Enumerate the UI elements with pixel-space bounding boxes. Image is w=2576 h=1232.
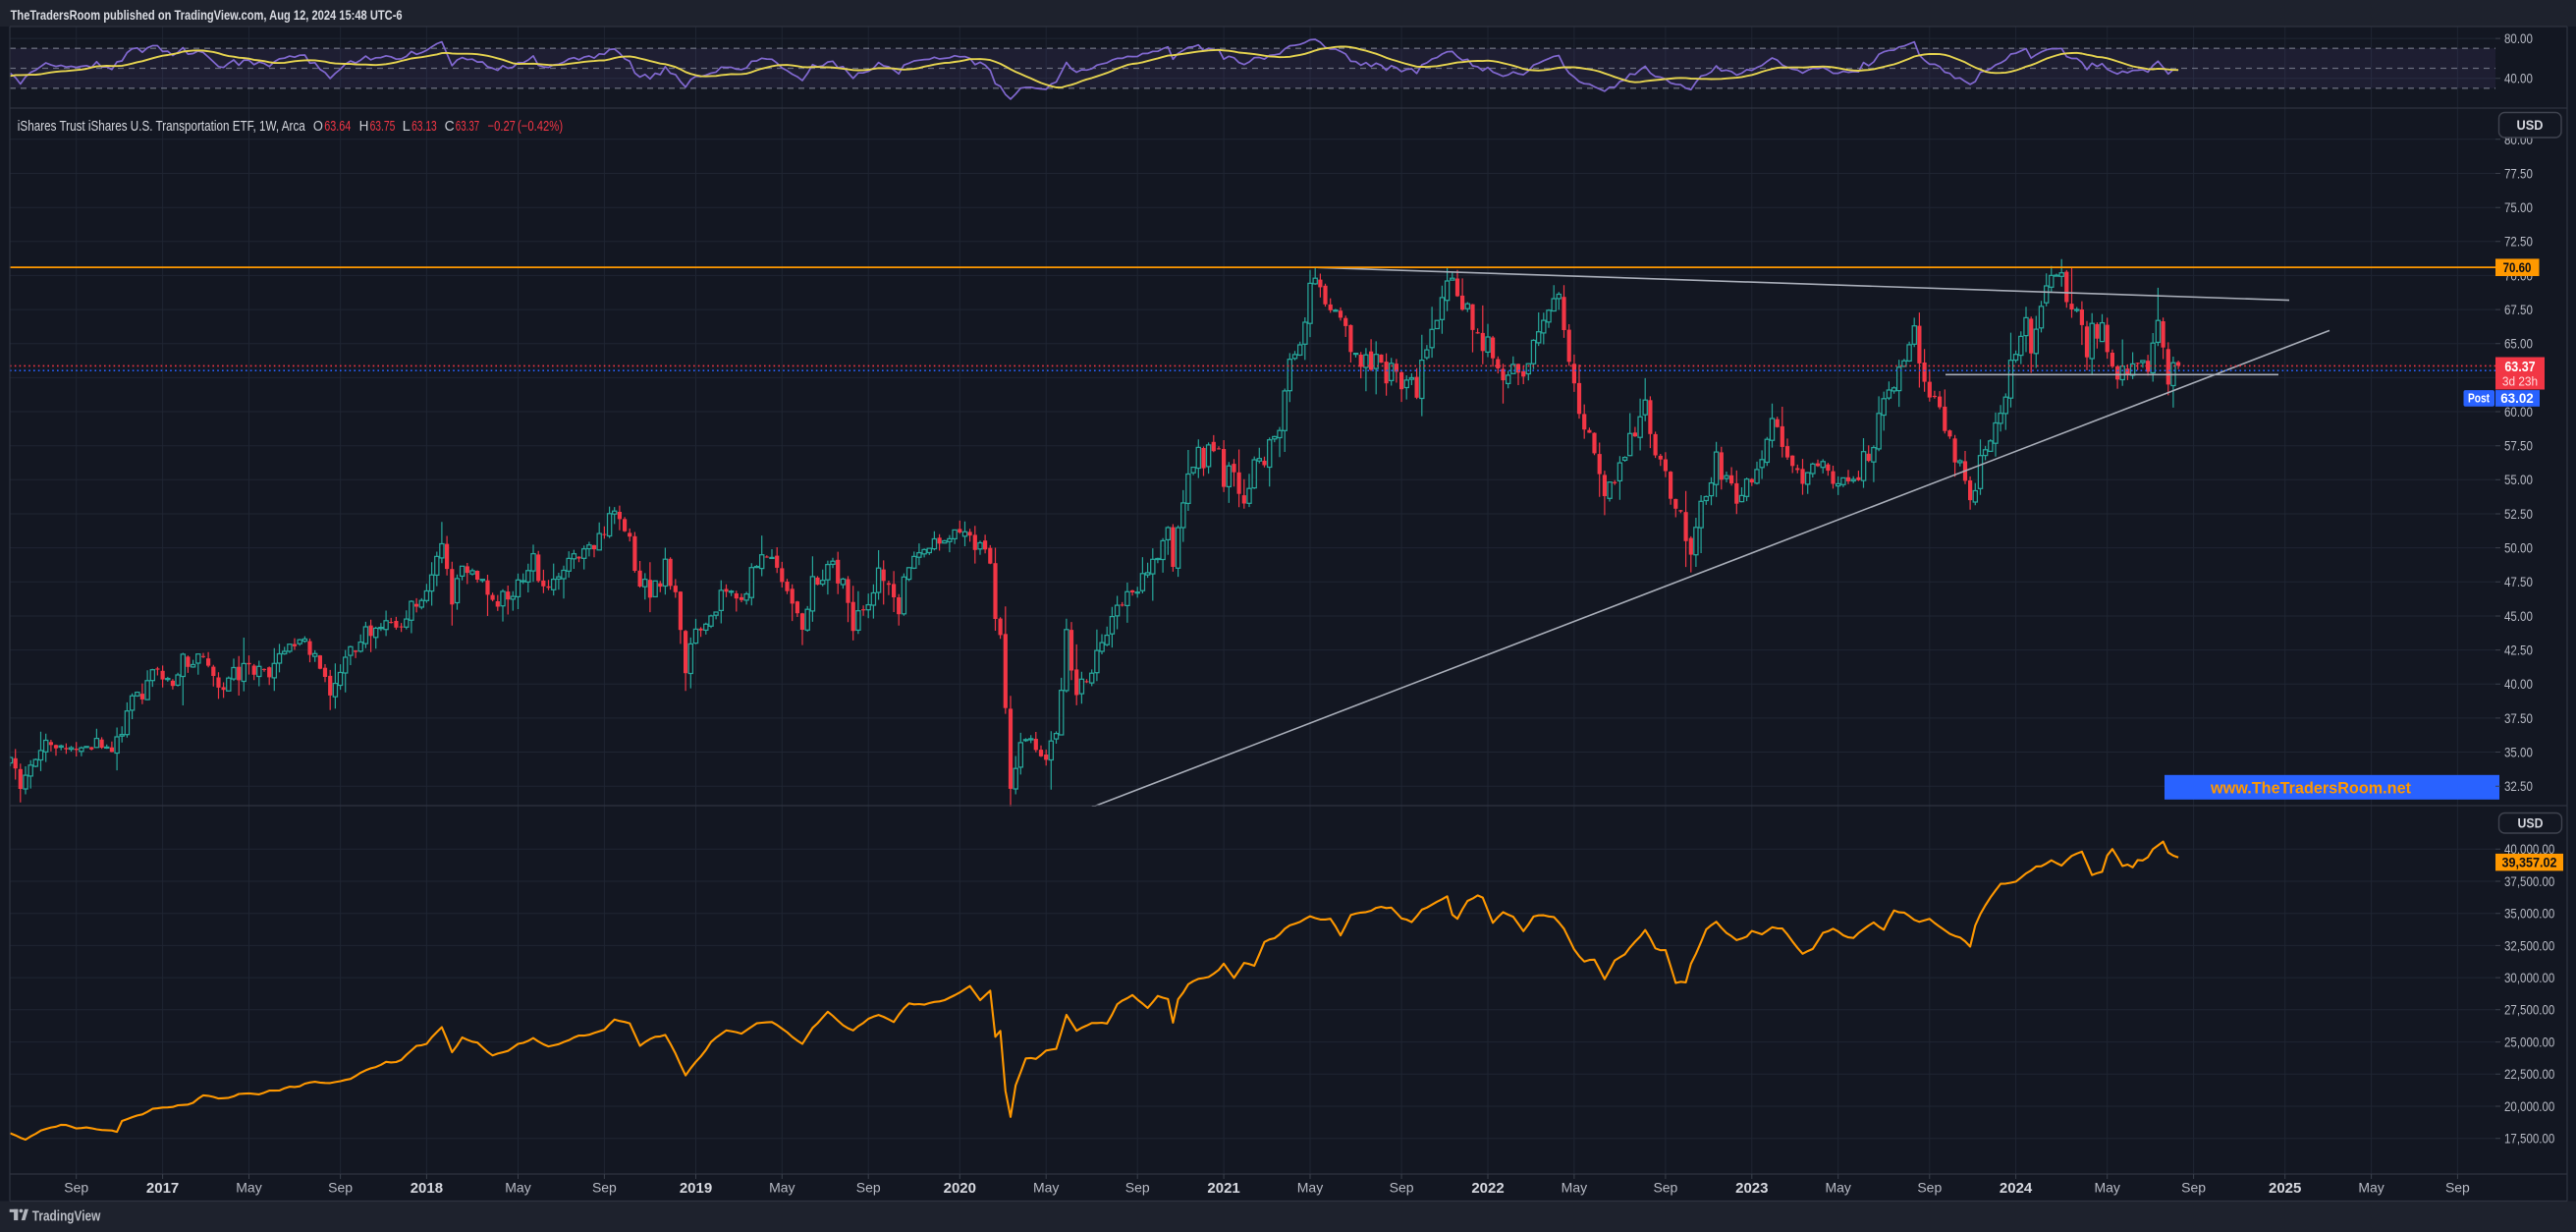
svg-text:Sep: Sep (856, 1180, 881, 1196)
svg-text:2017: 2017 (146, 1180, 179, 1197)
svg-text:63.02: 63.02 (2500, 390, 2534, 406)
svg-text:45.00: 45.00 (2504, 608, 2533, 624)
svg-text:Sep: Sep (328, 1180, 353, 1196)
svg-text:Post: Post (2468, 391, 2491, 406)
svg-text:47.50: 47.50 (2504, 574, 2533, 589)
svg-text:60.00: 60.00 (2504, 404, 2533, 420)
svg-text:2023: 2023 (1735, 1180, 1768, 1197)
svg-text:2024: 2024 (2000, 1180, 2033, 1197)
svg-text:−0.27: −0.27 (488, 119, 516, 135)
svg-text:63.64: 63.64 (324, 119, 351, 135)
svg-text:55.00: 55.00 (2504, 472, 2533, 487)
svg-text:May: May (2094, 1180, 2119, 1196)
svg-text:USD: USD (2517, 117, 2544, 133)
svg-text:20,000.00: 20,000.00 (2504, 1098, 2554, 1114)
svg-text:Sep: Sep (1125, 1180, 1150, 1196)
svg-text:2022: 2022 (1471, 1180, 1504, 1197)
svg-text:67.50: 67.50 (2504, 302, 2533, 317)
svg-text:57.50: 57.50 (2504, 438, 2533, 454)
svg-text:3d 23h: 3d 23h (2502, 375, 2538, 389)
svg-text:72.50: 72.50 (2504, 234, 2533, 250)
svg-text:Sep: Sep (2181, 1180, 2206, 1196)
svg-text:63.75: 63.75 (370, 119, 396, 135)
svg-text:Sep: Sep (1653, 1180, 1677, 1196)
svg-text:39,357.02: 39,357.02 (2502, 855, 2557, 869)
svg-text:2019: 2019 (680, 1180, 712, 1197)
svg-text:42.50: 42.50 (2504, 643, 2533, 658)
svg-text:30,000.00: 30,000.00 (2504, 970, 2554, 985)
svg-text:50.00: 50.00 (2504, 540, 2533, 556)
svg-text:80.00: 80.00 (2504, 30, 2533, 46)
svg-text:C: C (445, 119, 455, 135)
svg-text:22,500.00: 22,500.00 (2504, 1066, 2554, 1082)
svg-text:2020: 2020 (944, 1180, 976, 1197)
svg-text:63.37: 63.37 (456, 119, 479, 135)
svg-text:May: May (2358, 1180, 2384, 1196)
svg-text:Sep: Sep (592, 1180, 617, 1196)
svg-text:L: L (403, 119, 411, 135)
svg-text:40.00: 40.00 (2504, 676, 2533, 692)
svg-text:(−0.42%): (−0.42%) (518, 119, 563, 135)
svg-text:27,500.00: 27,500.00 (2504, 1002, 2554, 1018)
svg-text:2021: 2021 (1207, 1180, 1239, 1197)
svg-text:32,500.00: 32,500.00 (2504, 937, 2554, 953)
svg-text:May: May (236, 1180, 261, 1196)
svg-text:Sep: Sep (1390, 1180, 1414, 1196)
svg-text:2018: 2018 (411, 1180, 443, 1197)
svg-text:25,000.00: 25,000.00 (2504, 1035, 2554, 1050)
svg-text:H: H (359, 119, 369, 135)
svg-text:63.37: 63.37 (2504, 360, 2535, 375)
svg-text:77.50: 77.50 (2504, 165, 2533, 181)
svg-text:70.60: 70.60 (2503, 260, 2532, 275)
svg-text:Sep: Sep (64, 1180, 88, 1196)
svg-text:32.50: 32.50 (2504, 778, 2533, 794)
svg-text:USD: USD (2518, 816, 2544, 831)
svg-text:52.50: 52.50 (2504, 506, 2533, 522)
svg-text:35,000.00: 35,000.00 (2504, 906, 2554, 922)
svg-text:May: May (769, 1180, 795, 1196)
svg-text:www.TheTradersRoom.net: www.TheTradersRoom.net (2210, 779, 2411, 798)
svg-text:O: O (313, 119, 323, 135)
svg-text:TradingView: TradingView (32, 1207, 101, 1224)
svg-text:May: May (1562, 1180, 1587, 1196)
svg-text:May: May (1297, 1180, 1323, 1196)
svg-text:May: May (505, 1180, 530, 1196)
svg-text:2025: 2025 (2269, 1180, 2301, 1197)
svg-text:63.13: 63.13 (411, 119, 437, 135)
svg-text:75.00: 75.00 (2504, 199, 2533, 215)
svg-text:17,500.00: 17,500.00 (2504, 1131, 2554, 1147)
svg-text:May: May (1033, 1180, 1059, 1196)
svg-text:Sep: Sep (1917, 1180, 1942, 1196)
svg-text:37,500.00: 37,500.00 (2504, 873, 2554, 889)
svg-text:37.50: 37.50 (2504, 710, 2533, 726)
svg-text:65.00: 65.00 (2504, 336, 2533, 352)
svg-text:40.00: 40.00 (2504, 71, 2533, 86)
svg-text:May: May (1825, 1180, 1850, 1196)
svg-text:iShares Trust iShares U.S. Tra: iShares Trust iShares U.S. Transportatio… (18, 119, 305, 135)
svg-text:TheTradersRoom published on Tr: TheTradersRoom published on TradingView.… (11, 8, 403, 23)
svg-text:35.00: 35.00 (2504, 744, 2533, 759)
svg-text:Sep: Sep (2445, 1180, 2470, 1196)
svg-text:40,000.00: 40,000.00 (2504, 841, 2554, 857)
